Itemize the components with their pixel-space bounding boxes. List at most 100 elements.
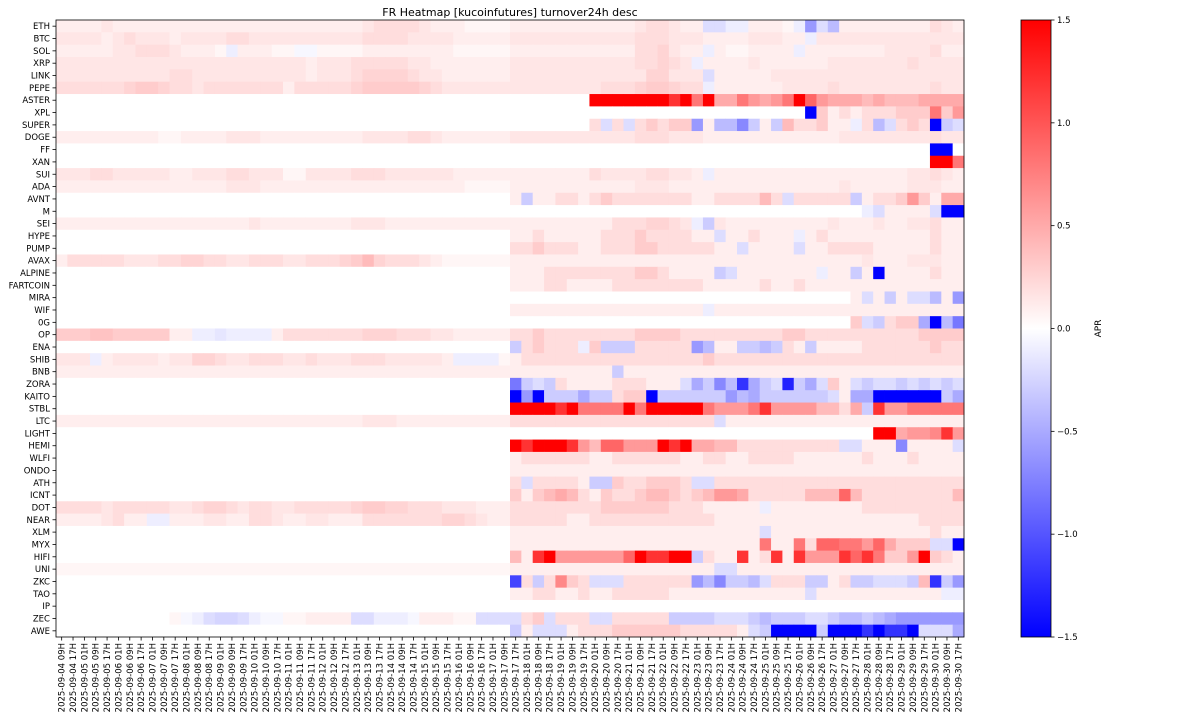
heatmap-cell bbox=[283, 20, 295, 33]
heatmap-cell bbox=[56, 562, 68, 576]
heatmap-cell bbox=[566, 575, 579, 589]
heatmap-cell bbox=[90, 365, 102, 379]
heatmap-cell bbox=[158, 81, 170, 95]
heatmap-cell bbox=[805, 192, 817, 206]
heatmap-cell bbox=[385, 328, 397, 342]
heatmap-cell bbox=[56, 414, 68, 428]
heatmap-cell bbox=[317, 402, 329, 416]
heatmap-cell bbox=[510, 390, 522, 403]
heatmap-cell bbox=[952, 205, 965, 218]
heatmap-cell bbox=[124, 94, 136, 107]
heatmap-cell bbox=[419, 155, 431, 169]
heatmap-cell bbox=[748, 402, 761, 416]
heatmap-cell bbox=[487, 69, 500, 83]
heatmap-cell bbox=[578, 575, 590, 589]
heatmap-cell bbox=[521, 340, 534, 354]
heatmap-cell bbox=[714, 575, 727, 589]
heatmap-cell bbox=[362, 451, 375, 465]
heatmap-cell bbox=[668, 131, 681, 144]
heatmap-cell bbox=[441, 279, 454, 292]
heatmap-cell bbox=[566, 168, 579, 181]
heatmap-cell bbox=[396, 217, 409, 231]
heatmap-cell bbox=[782, 488, 795, 502]
heatmap-cell bbox=[544, 192, 556, 206]
heatmap-cell bbox=[373, 279, 386, 292]
heatmap-cell bbox=[634, 427, 647, 440]
heatmap-cell bbox=[839, 476, 851, 490]
heatmap-cell bbox=[884, 303, 897, 317]
heatmap-cell bbox=[90, 279, 102, 292]
heatmap-cell bbox=[816, 291, 829, 305]
heatmap-cell bbox=[214, 340, 227, 354]
heatmap-cell bbox=[283, 32, 295, 46]
heatmap-cell bbox=[464, 464, 477, 477]
heatmap-cell bbox=[941, 242, 954, 255]
heatmap-cell bbox=[283, 414, 295, 428]
heatmap-cell bbox=[578, 192, 590, 206]
heatmap-cell bbox=[861, 180, 874, 194]
heatmap-cell bbox=[305, 57, 318, 70]
heatmap-cell bbox=[419, 316, 431, 329]
heatmap-cell bbox=[101, 155, 114, 169]
heatmap-cell bbox=[407, 402, 420, 416]
heatmap-cell bbox=[430, 118, 443, 132]
heatmap-cell bbox=[578, 464, 590, 477]
heatmap-cell bbox=[895, 599, 908, 613]
heatmap-cell bbox=[271, 316, 284, 329]
heatmap-cell bbox=[941, 168, 954, 181]
heatmap-cell bbox=[373, 414, 386, 428]
heatmap-cell bbox=[56, 599, 68, 613]
heatmap-cell bbox=[907, 192, 919, 206]
heatmap-cell bbox=[714, 476, 727, 490]
heatmap-cell bbox=[929, 525, 942, 539]
heatmap-cell bbox=[544, 57, 556, 70]
heatmap-cell bbox=[135, 143, 148, 157]
heatmap-cell bbox=[498, 365, 511, 379]
heatmap-cell bbox=[339, 575, 352, 589]
heatmap-cell bbox=[101, 402, 114, 416]
heatmap-cell bbox=[737, 180, 749, 194]
heatmap-cell bbox=[657, 192, 670, 206]
heatmap-cell bbox=[884, 390, 897, 403]
heatmap-cell bbox=[578, 217, 590, 231]
heatmap-cell bbox=[805, 525, 817, 539]
heatmap-cell bbox=[725, 254, 738, 268]
heatmap-cell bbox=[373, 217, 386, 231]
heatmap-cell bbox=[237, 513, 250, 527]
heatmap-cell bbox=[56, 624, 68, 638]
heatmap-cell bbox=[373, 168, 386, 181]
heatmap-cell bbox=[532, 229, 545, 243]
heatmap-cell bbox=[464, 32, 477, 46]
heatmap-cell bbox=[623, 254, 636, 268]
heatmap-cell bbox=[884, 20, 897, 33]
heatmap-cell bbox=[748, 353, 761, 366]
heatmap-cell bbox=[793, 402, 806, 416]
heatmap-cell bbox=[600, 279, 613, 292]
heatmap-cell bbox=[351, 57, 363, 70]
heatmap-cell bbox=[305, 365, 318, 379]
heatmap-cell bbox=[612, 303, 624, 317]
heatmap-cell bbox=[680, 155, 692, 169]
heatmap-cell bbox=[521, 20, 534, 33]
heatmap-cell bbox=[555, 513, 568, 527]
heatmap-cell bbox=[362, 242, 375, 255]
heatmap-cell bbox=[203, 266, 216, 280]
heatmap-cell bbox=[498, 513, 511, 527]
heatmap-cell bbox=[271, 168, 284, 181]
heatmap-cell bbox=[771, 624, 783, 638]
heatmap-cell bbox=[419, 291, 431, 305]
heatmap-cell bbox=[782, 439, 795, 453]
heatmap-cell bbox=[952, 464, 965, 477]
heatmap-cell bbox=[317, 57, 329, 70]
heatmap-cell bbox=[441, 118, 454, 132]
heatmap-cell bbox=[56, 538, 68, 552]
heatmap-cell bbox=[771, 427, 783, 440]
heatmap-cell bbox=[135, 624, 148, 638]
heatmap-cell bbox=[544, 414, 556, 428]
heatmap-cell bbox=[578, 427, 590, 440]
heatmap-cell bbox=[600, 550, 613, 564]
heatmap-cell bbox=[430, 587, 443, 601]
heatmap-cell bbox=[623, 365, 636, 379]
heatmap-cell bbox=[498, 402, 511, 416]
heatmap-cell bbox=[67, 599, 80, 613]
